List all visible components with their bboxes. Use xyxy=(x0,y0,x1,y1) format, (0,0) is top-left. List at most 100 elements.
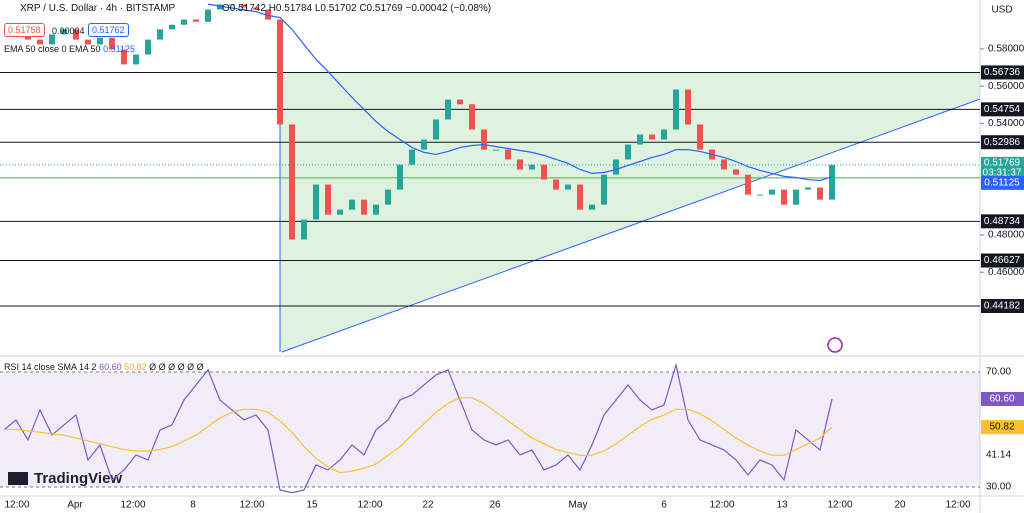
candle xyxy=(733,169,739,175)
candle xyxy=(493,149,499,151)
candle xyxy=(229,4,235,6)
rsi-line xyxy=(3,362,833,494)
candle xyxy=(565,184,571,190)
candle xyxy=(781,189,787,205)
level-label-bg xyxy=(981,65,1024,80)
symbol: XRP / U.S. Dollar · 4h · BITSTAMP xyxy=(20,3,176,14)
candle xyxy=(325,184,331,215)
candle xyxy=(481,129,487,150)
candle xyxy=(49,34,55,45)
y-tick-label: 0.58000 xyxy=(988,44,1024,55)
candle xyxy=(361,199,367,215)
level-label: 0.52986 xyxy=(984,137,1021,148)
sell-price[interactable]: 0.51758 xyxy=(4,23,45,37)
x-tick-label: Apr xyxy=(67,500,83,511)
candle xyxy=(805,187,811,190)
ema-label-bg xyxy=(981,175,1024,190)
candle xyxy=(421,139,427,150)
candle xyxy=(337,209,343,215)
candle xyxy=(661,129,667,140)
candle xyxy=(469,104,475,130)
x-tick-label: 22 xyxy=(422,500,434,511)
candle xyxy=(637,134,643,145)
y-tick-label: 0.46000 xyxy=(988,267,1024,278)
trendline xyxy=(281,98,981,353)
candle xyxy=(577,184,583,210)
logo-mark xyxy=(8,472,28,485)
candle xyxy=(769,189,775,195)
candle xyxy=(397,164,403,190)
candle xyxy=(289,124,295,240)
level-label: 0.46627 xyxy=(984,255,1021,266)
level-label-bg xyxy=(981,135,1024,150)
y-tick-label: 30.00 xyxy=(986,482,1011,493)
level-label-bg xyxy=(981,102,1024,117)
rsi-name: RSI 14 close SMA 14 2 xyxy=(4,362,97,372)
candle xyxy=(313,184,319,220)
candle xyxy=(685,89,691,125)
ema-label: 0.51125 xyxy=(984,177,1020,188)
candle xyxy=(757,194,763,196)
x-tick-label: 13 xyxy=(776,500,788,511)
candle xyxy=(517,159,523,170)
candle xyxy=(277,19,283,125)
x-tick-label: 12:00 xyxy=(357,500,382,511)
candle xyxy=(745,174,751,195)
candle xyxy=(721,159,727,170)
candle xyxy=(433,119,439,140)
rsi-value: 60.60 xyxy=(99,362,122,372)
candle xyxy=(445,99,451,120)
candle xyxy=(505,149,511,160)
y-tick-label: 0.54000 xyxy=(988,118,1024,129)
x-tick-label: 12:00 xyxy=(709,500,734,511)
candle xyxy=(205,9,211,22)
candle xyxy=(37,39,43,45)
spread: 0.00004 xyxy=(52,26,85,36)
y-tick-label: 0.48000 xyxy=(988,230,1024,241)
sma-value: 50.82 xyxy=(124,362,147,372)
level-label: 0.44182 xyxy=(984,301,1021,312)
candle xyxy=(457,99,463,105)
candle xyxy=(133,54,139,65)
rsi-legend: RSI 14 close SMA 14 2 60.60 50.82 Ø Ø Ø … xyxy=(4,362,204,372)
countdown: 03:31:37 xyxy=(983,168,1022,179)
current-price: 0.51769 xyxy=(984,158,1021,169)
ema-name: EMA 50 close 0 EMA 50 xyxy=(4,44,101,54)
ema-legend: EMA 50 close 0 EMA 50 0.51125 xyxy=(4,44,135,54)
candle xyxy=(409,149,415,165)
candle xyxy=(193,19,199,22)
candle xyxy=(97,37,103,45)
y-tick-label: 41.14 xyxy=(986,450,1011,461)
x-tick-label: 12:00 xyxy=(4,500,29,511)
candle xyxy=(529,164,535,170)
candle xyxy=(181,19,187,25)
candle xyxy=(121,49,127,65)
level-label-bg xyxy=(981,253,1024,268)
x-tick-label: 26 xyxy=(489,500,501,511)
x-tick-label: 12:00 xyxy=(120,500,145,511)
ema-line xyxy=(207,3,833,182)
candle xyxy=(613,159,619,175)
candle xyxy=(217,4,223,10)
candle xyxy=(817,187,823,200)
candle xyxy=(73,29,79,40)
candle xyxy=(85,39,91,45)
alert-icon[interactable] xyxy=(827,337,843,353)
candle xyxy=(373,204,379,215)
candle xyxy=(673,89,679,130)
candle xyxy=(697,124,703,150)
candle xyxy=(541,164,547,180)
y-tick-label: 70.00 xyxy=(986,367,1011,378)
candle xyxy=(601,174,607,205)
buy-price[interactable]: 0.51762 xyxy=(88,23,129,37)
level-label: 0.54754 xyxy=(984,104,1021,115)
rsi-tag-bg xyxy=(981,420,1024,435)
candle xyxy=(109,37,115,50)
candle xyxy=(145,39,151,55)
candle xyxy=(589,204,595,210)
level-label-bg xyxy=(981,299,1024,314)
x-tick-label: 20 xyxy=(894,500,906,511)
ohlc: O0.51742 H0.51784 L0.51702 C0.51769 −0.0… xyxy=(222,3,492,14)
candle xyxy=(265,9,271,20)
